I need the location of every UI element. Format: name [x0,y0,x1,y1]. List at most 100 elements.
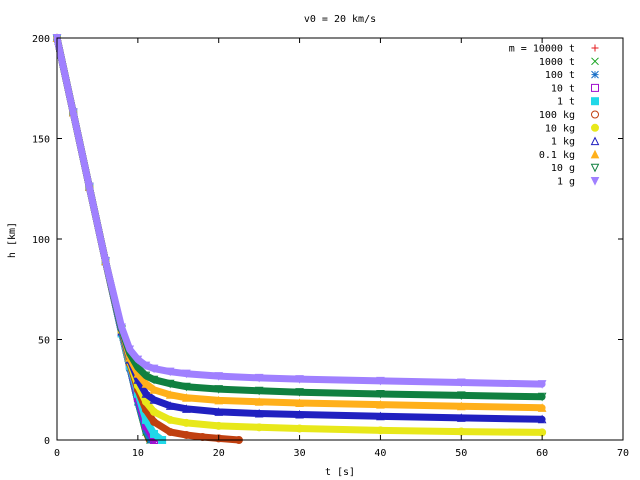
legend-label: 1000 t [539,57,575,68]
data-point [376,389,385,399]
x-tick-label: 70 [617,448,629,459]
legend-label: 100 kg [539,110,575,121]
legend-label: 1 t [557,97,575,108]
data-point [182,418,191,427]
data-point [133,355,143,365]
data-point [150,429,159,438]
data-point [255,423,264,432]
data-point [214,395,224,405]
legend-label: 100 t [545,70,575,81]
x-tick-label: 30 [294,448,306,459]
data-point [165,379,175,389]
legend-marker [591,57,599,66]
legend-marker [590,136,600,146]
data-point [149,364,159,374]
data-point [101,257,110,266]
data-point [141,379,151,388]
data-point [254,397,264,406]
data-point [214,434,223,443]
x-tick-label: 0 [54,448,60,459]
data-point [456,413,466,422]
data-point [376,376,385,386]
y-tick-label: 0 [44,436,50,447]
data-point [149,375,159,385]
legend-marker [591,110,599,119]
legend-marker [591,70,599,79]
data-point [182,393,191,402]
data-point [182,369,191,379]
data-point [125,345,135,355]
data-point [456,391,466,400]
legend-marker [591,83,599,92]
legend-marker [590,177,600,186]
data-point [85,182,94,192]
legend-marker [590,163,600,173]
y-tick-label: 200 [32,34,50,45]
data-point [141,361,151,371]
legend-label: 0.1 kg [539,150,575,161]
data-point [165,390,175,399]
data-point [538,428,547,437]
legend-label: 1 g [557,177,575,188]
series-10 [52,34,547,389]
legend-label: 10 t [551,83,575,94]
data-point [166,415,175,424]
axis-ticks: 0 10 20 30 40 50 60 70 0 50 100 150 200 [32,34,629,459]
data-point [68,108,78,117]
data-point [254,386,264,396]
data-point [456,401,466,411]
data-point [149,395,159,404]
data-point [141,397,150,406]
data-point [141,389,151,398]
legend-marker [591,97,599,106]
legend-label: 1 kg [551,137,575,148]
data-point [149,385,159,394]
y-tick-label: 100 [32,235,50,246]
data-point [295,424,304,433]
data-point [141,371,151,381]
x-tick-label: 50 [455,448,467,459]
data-point [254,373,264,383]
data-point [457,427,466,436]
x-tick-label: 60 [536,448,548,459]
x-tick-label: 40 [374,448,386,459]
data-point [214,372,224,381]
data-point [295,375,304,384]
plot-marks [52,33,547,444]
data-point [117,323,126,333]
data-point [537,414,547,424]
x-tick-label: 10 [132,448,144,459]
data-point [150,417,159,426]
data-point [295,388,304,397]
x-axis-label: t [s] [325,467,355,478]
data-point [166,427,175,436]
data-point [214,407,224,416]
legend-marker [590,149,600,159]
y-tick-label: 150 [32,135,50,146]
legend-label: 10 g [551,163,575,174]
data-point [182,430,191,439]
data-point [254,408,264,418]
legend-marker [591,44,599,52]
data-point [537,403,547,412]
legend-marker [591,123,599,132]
data-point [376,426,385,435]
data-point [182,404,191,413]
legend-label: m = 10000 t [509,44,575,55]
y-tick-label: 50 [38,336,50,347]
data-point [214,385,224,394]
data-point [376,411,385,421]
data-point [295,409,304,419]
data-point [165,367,175,377]
data-point [456,378,466,388]
data-point [537,392,547,402]
y-axis-label: h [km] [7,222,18,258]
chart-title: v0 = 20 km/s [304,14,376,25]
x-tick-label: 20 [213,448,225,459]
data-point [165,401,175,410]
data-point [295,398,304,408]
legend-label: 10 kg [545,123,575,134]
data-point [150,407,159,416]
data-point [214,421,223,430]
